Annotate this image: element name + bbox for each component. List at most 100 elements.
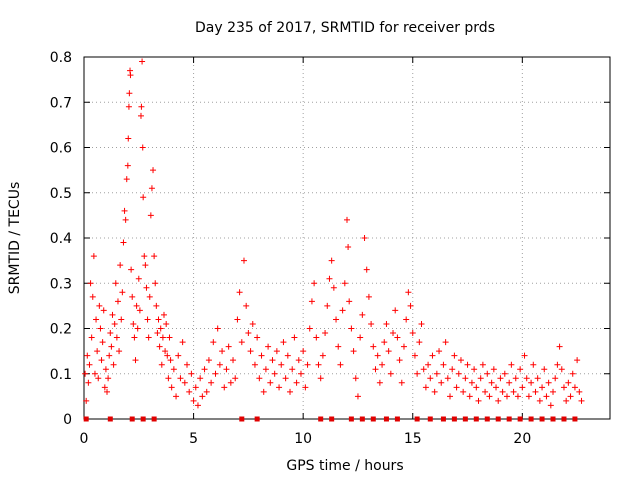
data-point xyxy=(284,352,291,359)
data-point xyxy=(558,366,565,373)
data-point xyxy=(249,320,256,327)
data-point xyxy=(560,384,567,391)
data-point xyxy=(569,370,576,377)
data-point xyxy=(407,302,414,309)
data-point xyxy=(167,357,174,364)
data-point xyxy=(160,311,167,318)
data-point xyxy=(400,343,407,350)
data-point xyxy=(517,366,524,373)
data-point xyxy=(258,352,265,359)
data-point xyxy=(179,339,186,346)
data-point xyxy=(91,370,98,377)
data-point xyxy=(117,262,124,269)
data-point xyxy=(143,284,150,291)
data-point xyxy=(84,352,91,359)
data-point xyxy=(245,330,252,337)
data-point xyxy=(177,375,184,382)
data-point xyxy=(118,316,125,323)
data-point xyxy=(381,339,388,346)
y-tick-label: 0.4 xyxy=(50,231,72,247)
data-point xyxy=(361,235,368,241)
data-point xyxy=(188,370,195,377)
data-point xyxy=(99,339,106,346)
data-point xyxy=(444,375,451,382)
data-point xyxy=(359,311,366,318)
data-point xyxy=(153,302,160,309)
data-point xyxy=(119,289,126,296)
data-point xyxy=(123,176,130,183)
data-point xyxy=(385,348,392,355)
data-point xyxy=(376,379,383,386)
x-tick-label: 5 xyxy=(189,431,198,447)
data-point xyxy=(236,289,243,296)
data-point xyxy=(547,402,554,409)
data-point xyxy=(541,366,548,373)
data-point xyxy=(269,357,276,364)
baseline-marker xyxy=(239,416,245,422)
baseline-marker xyxy=(383,416,389,422)
data-point xyxy=(165,375,172,382)
x-tick-label: 0 xyxy=(80,431,89,447)
baseline-marker xyxy=(539,416,545,422)
data-point xyxy=(510,388,517,395)
data-point xyxy=(254,334,261,341)
data-point xyxy=(108,343,115,350)
data-point xyxy=(552,375,559,382)
data-point xyxy=(306,325,313,332)
data-point xyxy=(567,393,574,400)
y-tick-label: 0.2 xyxy=(50,322,72,338)
baseline-marker xyxy=(451,416,457,422)
data-point xyxy=(151,253,158,260)
baseline-marker xyxy=(484,416,490,422)
data-point xyxy=(453,384,460,391)
data-point xyxy=(333,316,340,323)
baseline-marker xyxy=(129,416,135,422)
data-point xyxy=(225,343,232,350)
data-point xyxy=(113,334,120,341)
data-point xyxy=(181,379,188,386)
data-point xyxy=(280,339,287,346)
baseline-marker xyxy=(462,416,468,422)
data-point xyxy=(112,280,119,287)
data-point xyxy=(563,397,570,404)
data-point xyxy=(120,239,127,246)
data-point xyxy=(471,366,478,373)
data-point xyxy=(139,144,146,151)
data-point xyxy=(488,379,495,386)
data-point xyxy=(440,361,447,368)
data-point xyxy=(148,185,155,192)
data-point xyxy=(164,352,171,359)
data-point xyxy=(87,280,94,287)
data-point xyxy=(289,366,296,373)
data-point xyxy=(495,397,502,404)
baseline-marker xyxy=(561,416,567,422)
data-point xyxy=(442,339,449,346)
data-point xyxy=(464,361,471,368)
data-point xyxy=(372,366,379,373)
data-point xyxy=(230,357,237,364)
data-point xyxy=(341,280,348,287)
y-tick-label: 0.5 xyxy=(50,186,72,202)
data-point xyxy=(499,388,506,395)
data-point xyxy=(132,357,139,364)
data-point xyxy=(186,388,193,395)
data-point xyxy=(98,357,105,364)
data-point xyxy=(387,370,394,377)
data-point xyxy=(556,343,563,350)
data-point xyxy=(260,388,267,395)
baseline-marker xyxy=(517,416,523,422)
y-tick-label: 0.1 xyxy=(50,367,72,383)
data-point xyxy=(273,348,280,355)
data-point xyxy=(398,379,405,386)
data-point xyxy=(475,397,482,404)
data-point xyxy=(455,370,462,377)
data-point xyxy=(449,366,456,373)
x-tick-label: 10 xyxy=(294,431,312,447)
data-point xyxy=(348,325,355,332)
data-point xyxy=(89,293,96,300)
data-point xyxy=(501,370,508,377)
data-point xyxy=(523,375,530,382)
data-point xyxy=(574,357,581,364)
y-tick-label: 0 xyxy=(63,412,72,428)
data-point xyxy=(247,348,254,355)
